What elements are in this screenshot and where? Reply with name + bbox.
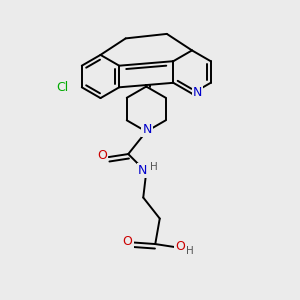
Text: H: H	[150, 162, 158, 172]
Text: Cl: Cl	[56, 81, 68, 94]
Text: O: O	[123, 235, 133, 248]
Text: H: H	[187, 246, 194, 256]
Text: N: N	[193, 85, 202, 99]
Text: O: O	[97, 149, 107, 162]
Text: N: N	[138, 164, 147, 177]
Text: O: O	[175, 240, 185, 253]
Text: N: N	[142, 123, 152, 136]
